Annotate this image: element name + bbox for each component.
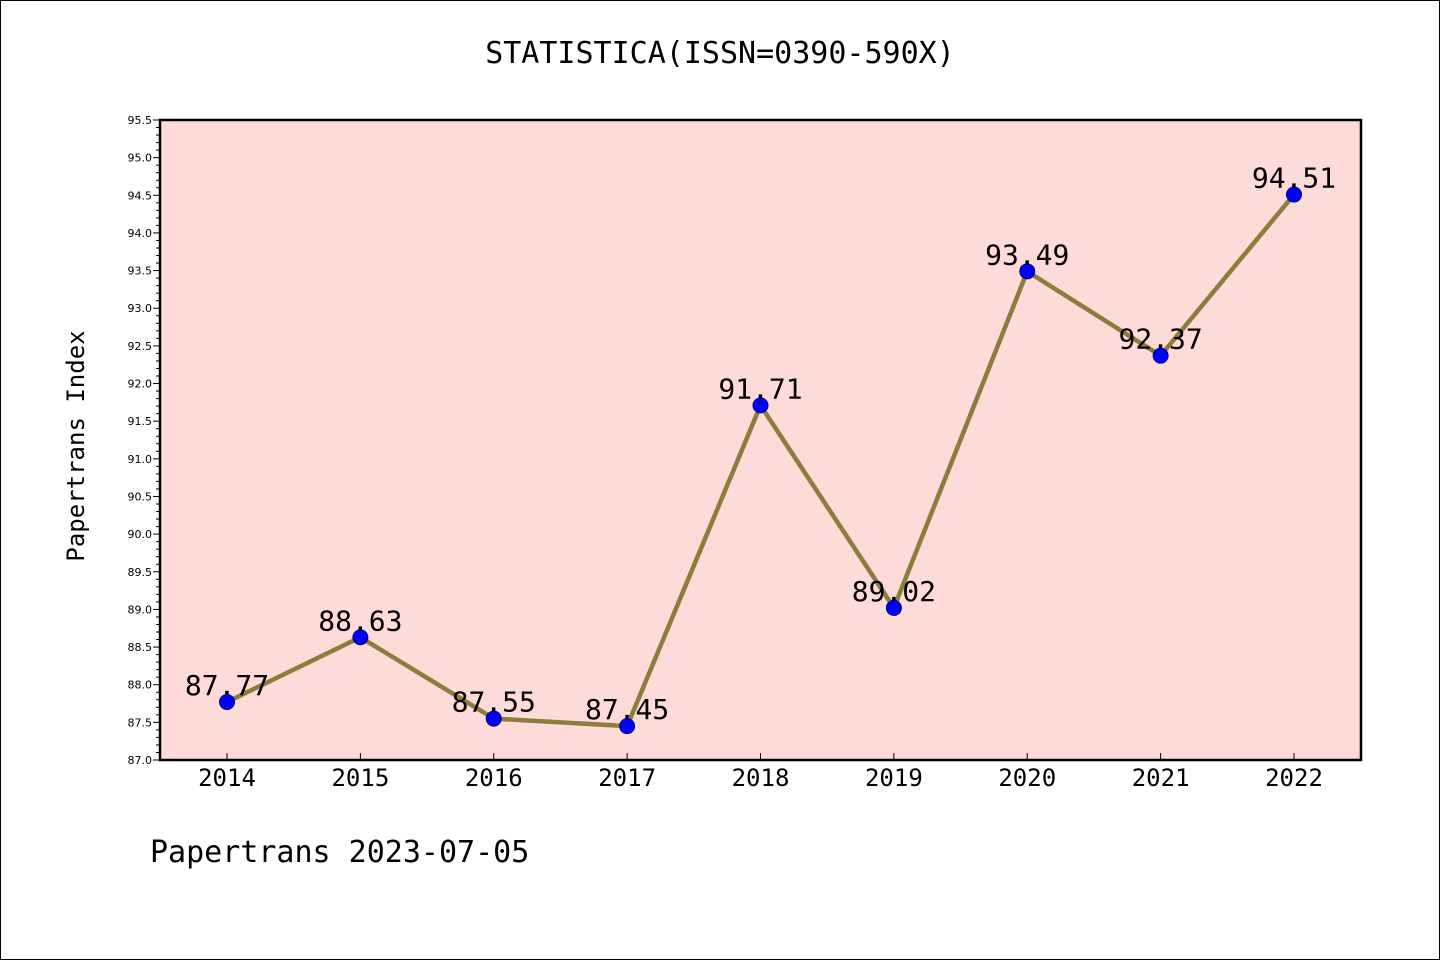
y-tick-label: 88.0 bbox=[128, 679, 153, 692]
y-tick-label: 87.0 bbox=[128, 754, 153, 767]
x-tick-label: 2014 bbox=[198, 764, 256, 792]
data-point bbox=[619, 718, 636, 735]
y-tick-label: 91.5 bbox=[128, 415, 153, 428]
y-tick-label: 94.5 bbox=[128, 189, 153, 202]
data-point bbox=[1152, 347, 1169, 364]
x-tick-label: 2015 bbox=[331, 764, 389, 792]
chart-title: STATISTICA(ISSN=0390-590X) bbox=[485, 36, 955, 71]
footer-note: Papertrans 2023-07-05 bbox=[150, 835, 530, 870]
y-tick-label: 95.5 bbox=[128, 114, 153, 127]
y-tick-label: 92.0 bbox=[128, 378, 153, 391]
x-tick-label: 2017 bbox=[598, 764, 656, 792]
x-tick-label: 2021 bbox=[1132, 764, 1190, 792]
data-label: 87.45 bbox=[585, 693, 669, 726]
y-tick-label: 93.5 bbox=[128, 265, 153, 278]
x-tick-label: 2018 bbox=[732, 764, 790, 792]
y-tick-label: 89.0 bbox=[128, 603, 153, 616]
x-tick-label: 2016 bbox=[465, 764, 523, 792]
data-label: 91.71 bbox=[718, 372, 802, 405]
data-point bbox=[752, 397, 769, 414]
data-point bbox=[885, 599, 902, 616]
data-label: 89.02 bbox=[852, 575, 936, 608]
data-label: 94.51 bbox=[1252, 162, 1336, 195]
y-tick-label: 90.5 bbox=[128, 490, 153, 503]
y-tick-label: 94.0 bbox=[128, 227, 153, 240]
y-tick-label: 91.0 bbox=[128, 453, 153, 466]
x-tick-label: 2019 bbox=[865, 764, 923, 792]
y-tick-label: 89.5 bbox=[128, 566, 153, 579]
y-tick-label: 88.5 bbox=[128, 641, 153, 654]
y-tick-label: 93.0 bbox=[128, 302, 153, 315]
y-tick-label: 92.5 bbox=[128, 340, 153, 353]
data-label: 87.77 bbox=[185, 669, 269, 702]
x-tick-label: 2022 bbox=[1265, 764, 1323, 792]
data-point bbox=[219, 694, 235, 711]
data-point bbox=[485, 710, 502, 727]
data-label: 93.49 bbox=[985, 238, 1069, 271]
data-point bbox=[1019, 263, 1036, 280]
x-tick-label: 2020 bbox=[998, 764, 1056, 792]
data-label: 88.63 bbox=[318, 604, 402, 637]
data-label: 92.37 bbox=[1118, 323, 1202, 356]
plot-area bbox=[160, 120, 1361, 760]
data-label: 87.55 bbox=[452, 686, 536, 719]
data-point bbox=[352, 629, 369, 646]
data-point bbox=[1286, 186, 1302, 203]
y-tick-label: 87.5 bbox=[128, 716, 153, 729]
y-tick-label: 95.0 bbox=[128, 152, 153, 165]
y-tick-label: 90.0 bbox=[128, 528, 153, 541]
